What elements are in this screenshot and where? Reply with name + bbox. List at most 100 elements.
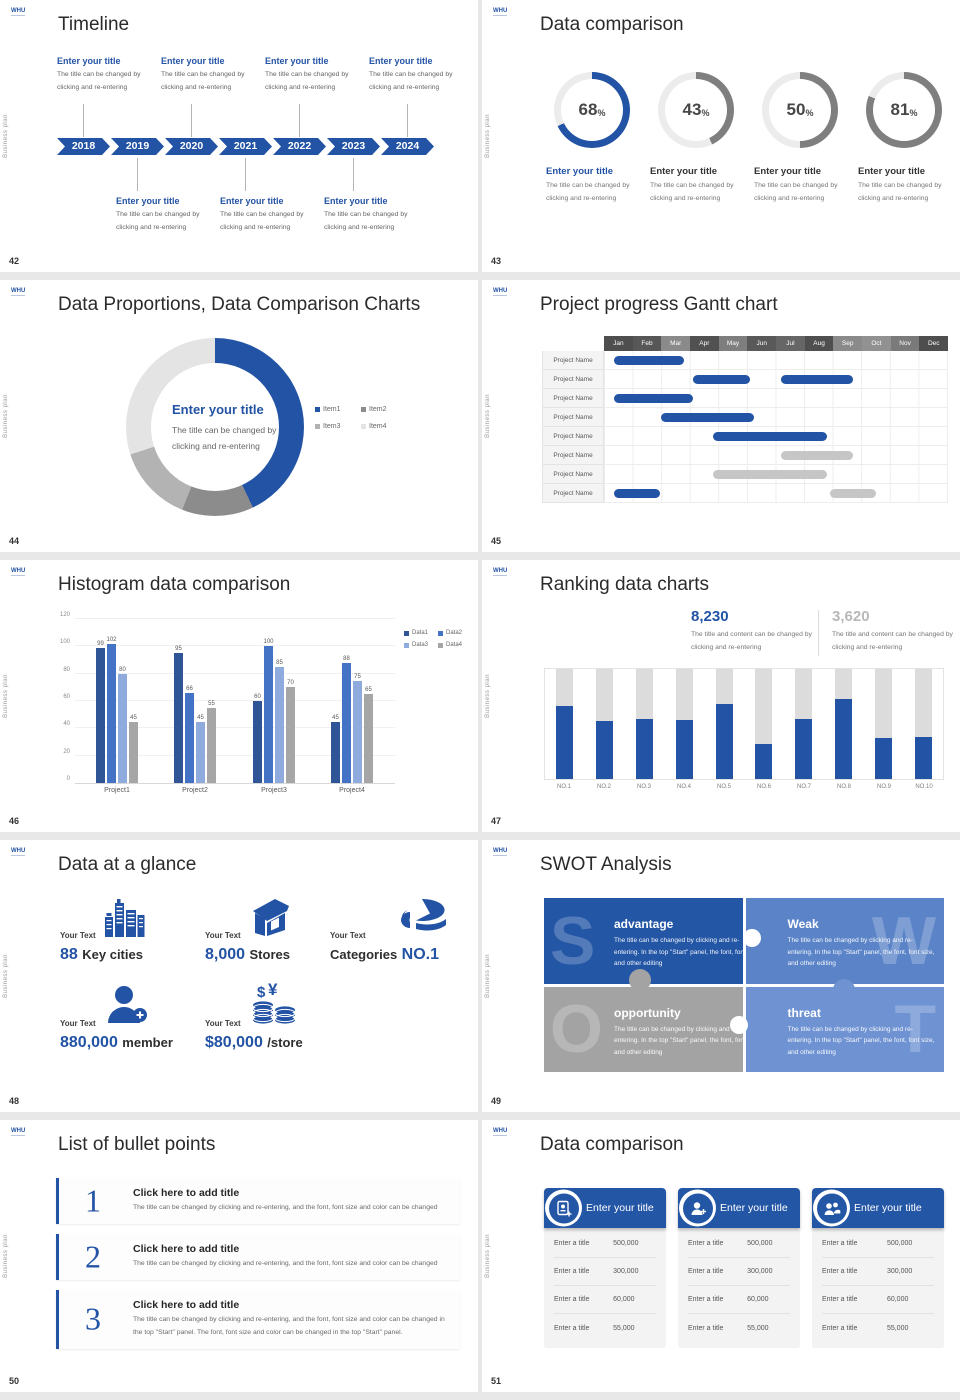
progress-ring: 81% (866, 72, 942, 148)
gridline (75, 727, 395, 729)
gantt-bar (781, 375, 853, 384)
comparison-card: Enter your title Enter a title 500,000 En… (812, 1188, 944, 1348)
year-chevron: 2023 (327, 138, 380, 155)
bar-value-label: 70 (287, 680, 294, 687)
slide-50-bullet-list[interactable]: WHU Business plan List of bullet points … (0, 1120, 478, 1392)
slide-title: Project progress Gantt chart (540, 294, 778, 315)
legend-swatch (438, 642, 443, 648)
gantt-row-label: Project Name (542, 408, 604, 427)
timeline-item: Enter your title The title can be changed… (116, 196, 200, 231)
histogram-bar (196, 721, 205, 783)
card-row: Enter a title 55,000 (554, 1324, 635, 1332)
slide-46-histogram[interactable]: WHU Business plan Histogram data compari… (0, 560, 478, 832)
slide-45-gantt[interactable]: WHU Business plan Project progress Gantt… (482, 280, 960, 552)
donut-progress-block: 81% Enter your title The title can be ch… (856, 72, 952, 206)
gridline (75, 618, 395, 619)
ranking-bar-fill (834, 698, 852, 779)
gantt-row: Project Name (542, 370, 948, 389)
ranking-axis-label: NO.6 (756, 784, 771, 790)
slide-number: 43 (491, 256, 502, 266)
chart-legend: Data1 Data2 Data3 Data4 (404, 630, 472, 648)
legend-swatch (315, 424, 320, 429)
progress-ring: 43% (658, 72, 734, 148)
slide-number: 47 (491, 816, 502, 826)
bar-value-label: 45 (197, 714, 204, 721)
swot-weakness-tile: W Weak The title can be changed by click… (745, 898, 944, 984)
slide-43-data-comparison[interactable]: WHU Business plan Data comparison 68% En… (482, 0, 960, 272)
gantt-month-cell: Nov (890, 336, 920, 351)
slide-title: Histogram data comparison (58, 574, 291, 595)
histogram-column: 65 (364, 687, 373, 783)
histogram-column: 95 (174, 646, 183, 783)
slide-47-ranking[interactable]: WHU Business plan Ranking data charts 8,… (482, 560, 960, 832)
side-label: Business plan (3, 674, 9, 718)
gantt-month-cell: May (718, 336, 748, 351)
x-axis-label: Project4 (339, 787, 365, 794)
y-axis-tick: 60 (63, 694, 70, 700)
slide-48-data-glance[interactable]: WHU Business plan Data at a glance Your … (0, 840, 478, 1112)
gantt-row-label: Project Name (542, 465, 604, 484)
slide-42-timeline[interactable]: WHU Business plan Timeline Enter your ti… (0, 0, 478, 272)
side-label: Business plan (485, 954, 491, 998)
timeline-connector (137, 158, 138, 191)
legend-swatch (404, 642, 409, 648)
svg-text:$: $ (257, 984, 266, 1001)
histogram-column: 80 (118, 667, 127, 783)
bar-value-label: 75 (354, 673, 361, 680)
donut-progress-block: 68% Enter your title The title can be ch… (544, 72, 640, 206)
bar-value-label: 102 (106, 636, 117, 643)
card-row: Enter a title 55,000 (688, 1324, 769, 1332)
ranking-bar-fill (635, 718, 653, 779)
ranking-axis-label: NO.2 (596, 784, 611, 790)
bullet-list: 1 Click here to add title The title can … (56, 1178, 460, 1359)
bar-value-label: 55 (208, 700, 215, 707)
comparison-card: Enter your title Enter a title 500,000 En… (678, 1188, 800, 1348)
people-icon (816, 1193, 847, 1223)
x-axis-label: Project3 (261, 787, 287, 794)
donut-progress-block: 50% Enter your title The title can be ch… (752, 72, 848, 206)
brand-logo: WHU (493, 8, 508, 17)
gantt-month-cell: Jan (604, 336, 633, 351)
timeline-connector (353, 158, 354, 191)
swot-opportunity-tile: O opportunity The title can be changed b… (544, 986, 743, 1072)
slide-title: Data at a glance (58, 854, 197, 875)
slide-number: 48 (9, 1096, 20, 1106)
ranking-bar (715, 669, 733, 779)
histogram-bar (364, 694, 373, 783)
ranking-axis-label: NO.9 (876, 784, 891, 790)
histogram-column: 85 (275, 660, 284, 783)
y-axis-tick: 20 (63, 748, 70, 755)
ranking-axis-label: NO.3 (636, 784, 651, 790)
coins-icon: $ ¥ (249, 980, 299, 1030)
brand-logo: WHU (493, 288, 508, 297)
watermark-letter: T (894, 991, 936, 1068)
bullet-item: 3 Click here to add title The title can … (56, 1289, 460, 1349)
gantt-bar (829, 489, 876, 498)
bullet-number: 2 (85, 1238, 101, 1275)
gantt-row: Project Name (542, 351, 948, 370)
slide-title: Data comparison (540, 1134, 684, 1155)
slide-51-data-comparison-cards[interactable]: WHU Business plan Data comparison Enter … (482, 1120, 960, 1392)
donut-center-text: Enter your title The title can be change… (172, 402, 277, 452)
brand-logo: WHU (11, 8, 26, 17)
year-chevron: 2018 (57, 138, 110, 155)
bar-value-label: 66 (186, 685, 193, 692)
ranking-bar (914, 669, 932, 779)
histogram-column: 102 (106, 636, 117, 783)
gantt-row-track (604, 370, 948, 389)
swot-threat-tile: T threat The title can be changed by cli… (745, 986, 944, 1072)
legend-item: Data4 (438, 642, 472, 648)
member-add-icon (104, 983, 150, 1030)
slide-44-data-proportions[interactable]: WHU Business plan Data Proportions, Data… (0, 280, 478, 552)
y-axis-tick: 0 (66, 776, 70, 782)
slide-title: Data Proportions, Data Comparison Charts (58, 294, 421, 315)
ranking-bar-fill (596, 720, 614, 779)
slide-49-swot[interactable]: WHU Business plan SWOT Analysis S advant… (482, 840, 960, 1112)
ranking-bar (755, 669, 773, 779)
histogram-column: 45 (196, 714, 205, 783)
bar-value-label: 88 (343, 655, 350, 662)
timeline-item: Enter your title The title can be changed… (324, 196, 408, 231)
timeline-item: Enter your title The title can be changed… (161, 56, 245, 91)
person-plus-icon (682, 1193, 713, 1223)
glance-stat-cities: Your Text 88 Key cities (60, 899, 146, 964)
